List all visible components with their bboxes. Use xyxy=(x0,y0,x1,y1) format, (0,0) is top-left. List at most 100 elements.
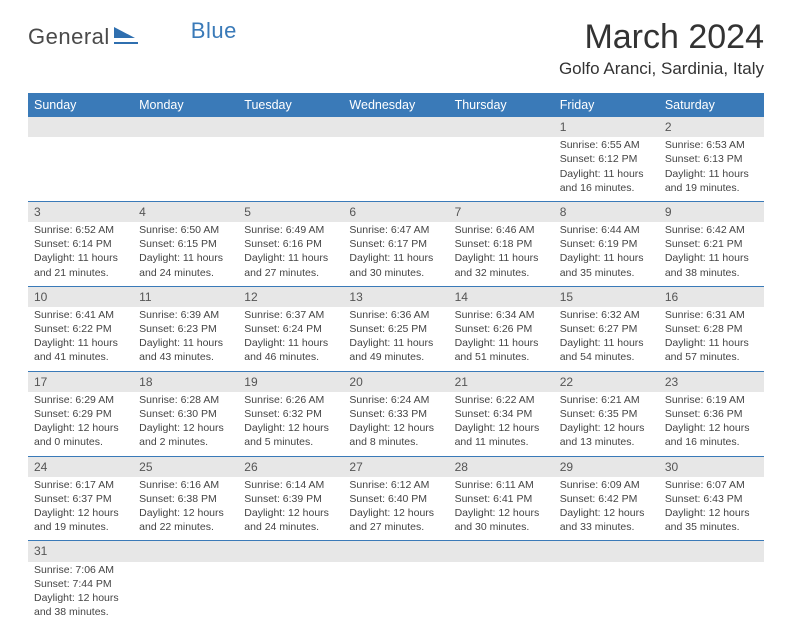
day-details: Sunrise: 6:52 AMSunset: 6:14 PMDaylight:… xyxy=(34,223,127,280)
day-number: 5 xyxy=(238,202,343,222)
sunset-line: Sunset: 6:34 PM xyxy=(455,408,533,420)
daylight-line: Daylight: 12 hours and 0 minutes. xyxy=(34,422,119,448)
day-details: Sunrise: 6:22 AMSunset: 6:34 PMDaylight:… xyxy=(455,393,548,450)
calendar-day-cell: 12Sunrise: 6:37 AMSunset: 6:24 PMDayligh… xyxy=(238,286,343,371)
sunrise-line: Sunrise: 6:11 AM xyxy=(455,479,534,491)
sunrise-line: Sunrise: 6:28 AM xyxy=(139,394,219,406)
calendar-day-cell: 22Sunrise: 6:21 AMSunset: 6:35 PMDayligh… xyxy=(554,371,659,456)
daylight-line: Daylight: 12 hours and 13 minutes. xyxy=(560,422,645,448)
calendar-week-row: 1Sunrise: 6:55 AMSunset: 6:12 PMDaylight… xyxy=(28,117,764,201)
day-number: 7 xyxy=(449,202,554,222)
day-header: Saturday xyxy=(659,93,764,117)
sunrise-line: Sunrise: 6:14 AM xyxy=(244,479,324,491)
daylight-line: Daylight: 12 hours and 33 minutes. xyxy=(560,507,645,533)
calendar-empty-cell xyxy=(554,541,659,625)
daylight-line: Daylight: 12 hours and 5 minutes. xyxy=(244,422,329,448)
day-header: Thursday xyxy=(449,93,554,117)
daylight-line: Daylight: 11 hours and 54 minutes. xyxy=(560,337,644,363)
sunset-line: Sunset: 6:37 PM xyxy=(34,493,112,505)
sunrise-line: Sunrise: 6:12 AM xyxy=(349,479,429,491)
sunset-line: Sunset: 6:25 PM xyxy=(349,323,427,335)
day-details: Sunrise: 6:37 AMSunset: 6:24 PMDaylight:… xyxy=(244,308,337,365)
sunrise-line: Sunrise: 6:55 AM xyxy=(560,139,640,151)
day-header: Wednesday xyxy=(343,93,448,117)
header: General Blue March 2024 Golfo Aranci, Sa… xyxy=(0,0,792,85)
calendar-day-cell: 11Sunrise: 6:39 AMSunset: 6:23 PMDayligh… xyxy=(133,286,238,371)
day-number: 18 xyxy=(133,372,238,392)
calendar-empty-cell xyxy=(28,117,133,201)
calendar-header-row: SundayMondayTuesdayWednesdayThursdayFrid… xyxy=(28,93,764,117)
day-details: Sunrise: 6:41 AM Sunset: 6:22 PM Daylight:… xyxy=(34,308,127,365)
calendar-day-cell: 1Sunrise: 6:55 AMSunset: 6:12 PMDaylight… xyxy=(554,117,659,201)
calendar-empty-cell xyxy=(343,117,448,201)
day-number: 12 xyxy=(238,287,343,307)
sunset-line: Sunset: 6:36 PM xyxy=(665,408,743,420)
sunrise-line: Sunrise: 6:42 AM xyxy=(665,224,745,236)
calendar-empty-cell xyxy=(238,117,343,201)
calendar-day-cell: 27Sunrise: 6:12 AMSunset: 6:40 PMDayligh… xyxy=(343,456,448,541)
daylight-line: Daylight: 12 hours and 38 minutes. xyxy=(34,592,119,618)
day-details: Sunrise: 7:06 AMSunset: 7:44 PMDaylight:… xyxy=(34,563,127,620)
flag-icon xyxy=(113,26,139,49)
sunrise-line: Sunrise: 6:26 AM xyxy=(244,394,324,406)
sunrise-line: Sunrise: 6:41 AM xyxy=(34,309,114,321)
day-number: 8 xyxy=(554,202,659,222)
daylight-line: Daylight: 12 hours and 8 minutes. xyxy=(349,422,434,448)
day-number: 1 xyxy=(554,117,659,137)
day-header: Sunday xyxy=(28,93,133,117)
sunrise-line: Sunrise: 6:53 AM xyxy=(665,139,745,151)
daylight-line: Daylight: 11 hours and 16 minutes. xyxy=(560,168,644,194)
day-details: Sunrise: 6:44 AMSunset: 6:19 PMDaylight:… xyxy=(560,223,653,280)
day-number: 17 xyxy=(28,372,133,392)
calendar-day-cell: 20Sunrise: 6:24 AMSunset: 6:33 PMDayligh… xyxy=(343,371,448,456)
sunset-line: Sunset: 6:42 PM xyxy=(560,493,638,505)
day-number: 19 xyxy=(238,372,343,392)
sunset-line: Sunset: 6:30 PM xyxy=(139,408,217,420)
day-details: Sunrise: 6:53 AMSunset: 6:13 PMDaylight:… xyxy=(665,138,758,195)
sunrise-line: Sunrise: 6:24 AM xyxy=(349,394,429,406)
sunrise-line: Sunrise: 6:37 AM xyxy=(244,309,324,321)
sunset-line: Sunset: 7:44 PM xyxy=(34,578,112,590)
sunset-line: Sunset: 6:27 PM xyxy=(560,323,638,335)
calendar-day-cell: 30Sunrise: 6:07 AMSunset: 6:43 PMDayligh… xyxy=(659,456,764,541)
sunrise-line: Sunrise: 6:47 AM xyxy=(349,224,429,236)
sunset-line: Sunset: 6:32 PM xyxy=(244,408,322,420)
day-number: 30 xyxy=(659,457,764,477)
daylight-line: Daylight: 12 hours and 24 minutes. xyxy=(244,507,329,533)
sunset-line: Sunset: 6:40 PM xyxy=(349,493,427,505)
day-details: Sunrise: 6:28 AMSunset: 6:30 PMDaylight:… xyxy=(139,393,232,450)
day-details: Sunrise: 6:46 AMSunset: 6:18 PMDaylight:… xyxy=(455,223,548,280)
daylight-line: Daylight: 11 hours and 51 minutes. xyxy=(455,337,539,363)
sunrise-line: Sunrise: 6:50 AM xyxy=(139,224,219,236)
sunset-line: Sunset: 6:22 PM xyxy=(34,323,112,335)
sunset-line: Sunset: 6:17 PM xyxy=(349,238,427,250)
sunrise-line: Sunrise: 6:34 AM xyxy=(455,309,535,321)
calendar-day-cell: 18Sunrise: 6:28 AMSunset: 6:30 PMDayligh… xyxy=(133,371,238,456)
sunset-line: Sunset: 6:19 PM xyxy=(560,238,638,250)
calendar-day-cell: 6Sunrise: 6:47 AMSunset: 6:17 PMDaylight… xyxy=(343,201,448,286)
sunset-line: Sunset: 6:13 PM xyxy=(665,153,743,165)
calendar-day-cell: 16Sunrise: 6:31 AMSunset: 6:28 PMDayligh… xyxy=(659,286,764,371)
calendar-day-cell: 14Sunrise: 6:34 AMSunset: 6:26 PMDayligh… xyxy=(449,286,554,371)
calendar-day-cell: 31Sunrise: 7:06 AMSunset: 7:44 PMDayligh… xyxy=(28,541,133,625)
calendar-day-cell: 7Sunrise: 6:46 AMSunset: 6:18 PMDaylight… xyxy=(449,201,554,286)
daylight-line: Daylight: 11 hours and 49 minutes. xyxy=(349,337,433,363)
day-number: 25 xyxy=(133,457,238,477)
daylight-line: Daylight: 12 hours and 30 minutes. xyxy=(455,507,540,533)
sunset-line: Sunset: 6:41 PM xyxy=(455,493,533,505)
day-details: Sunrise: 6:24 AMSunset: 6:33 PMDaylight:… xyxy=(349,393,442,450)
sunset-line: Sunset: 6:15 PM xyxy=(139,238,217,250)
sunset-line: Sunset: 6:14 PM xyxy=(34,238,112,250)
daylight-line: Daylight: 11 hours and 38 minutes. xyxy=(665,252,749,278)
calendar-day-cell: 8Sunrise: 6:44 AMSunset: 6:19 PMDaylight… xyxy=(554,201,659,286)
calendar-day-cell: 19 Sunrise: 6:26 AM Sunset: 6:32 PM Dayligh… xyxy=(238,371,343,456)
day-details: Sunrise: 6:49 AMSunset: 6:16 PMDaylight:… xyxy=(244,223,337,280)
calendar-empty-cell xyxy=(238,541,343,625)
daylight-line: Daylight: 11 hours and 41 minutes. xyxy=(34,337,118,363)
day-number: 26 xyxy=(238,457,343,477)
day-number: 4 xyxy=(133,202,238,222)
daylight-line: Daylight: 12 hours and 35 minutes. xyxy=(665,507,750,533)
calendar-day-cell: 29Sunrise: 6:09 AMSunset: 6:42 PMDayligh… xyxy=(554,456,659,541)
sunset-line: Sunset: 6:18 PM xyxy=(455,238,533,250)
day-number: 29 xyxy=(554,457,659,477)
